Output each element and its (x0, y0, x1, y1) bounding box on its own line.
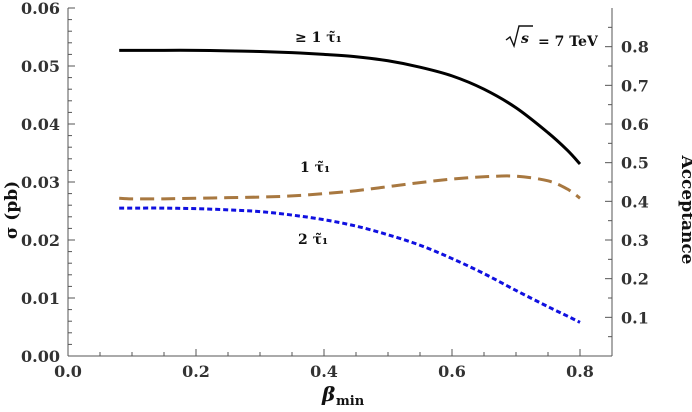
y-left-tick-label: 0.05 (21, 57, 60, 76)
y-right-tick-label: 0.6 (621, 115, 649, 134)
series-line-0 (119, 48, 582, 166)
y-right-tick-label: 0.3 (621, 231, 649, 250)
y-right-tick-label: 0.7 (621, 76, 649, 95)
y-left-tick-label: 0.06 (21, 0, 60, 18)
y-right-axis-title: Acceptance (677, 155, 692, 265)
y-right-tick-label: 0.1 (621, 308, 649, 327)
y-left-tick-label: 0.04 (21, 115, 60, 134)
x-tick-label: 0.6 (438, 362, 466, 381)
y-left-tick-label: 0.00 (21, 347, 60, 366)
plot-curves (119, 48, 582, 324)
y-left-tick-label: 0.03 (21, 173, 60, 192)
series-label-2stau: 2 τ̃₁ (298, 231, 328, 248)
energy-annotation: s = 7 TeV (505, 25, 599, 50)
y-right-tick-label: 0.2 (621, 270, 649, 289)
y-right-tick-label: 0.5 (621, 154, 649, 173)
energy-value: = 7 TeV (538, 34, 599, 50)
x-tick-label: 0.8 (566, 362, 594, 381)
y-left-tick-label: 0.02 (21, 231, 60, 250)
series-line-2 (119, 206, 581, 324)
y-left-tick-label: 0.01 (21, 289, 60, 308)
y-left-axis-title: σ (pb) (2, 181, 22, 239)
sqrt-sign-icon (505, 25, 533, 49)
axis-ticks: 0.0 0.2 0.4 0.6 0.8 0.00 0.01 0.02 0.03 0.04 0.05 0… (21, 0, 649, 381)
x-tick-label: 0.4 (310, 362, 338, 381)
plot-frame (67, 8, 613, 357)
x-axis-title: β (321, 382, 335, 406)
x-tick-label: 0.2 (182, 362, 210, 381)
series-label-1stau: 1 τ̃₁ (300, 159, 330, 176)
y-right-tick-label: 0.8 (621, 38, 649, 57)
x-axis-title-subscript: min (336, 394, 365, 409)
y-right-tick-label: 0.4 (621, 192, 649, 211)
energy-radicand: s (521, 31, 529, 47)
series-line-1 (119, 174, 581, 201)
x-tick-label: 0.0 (54, 362, 82, 381)
series-label-ge1: ≥ 1 τ̃₁ (295, 29, 342, 46)
